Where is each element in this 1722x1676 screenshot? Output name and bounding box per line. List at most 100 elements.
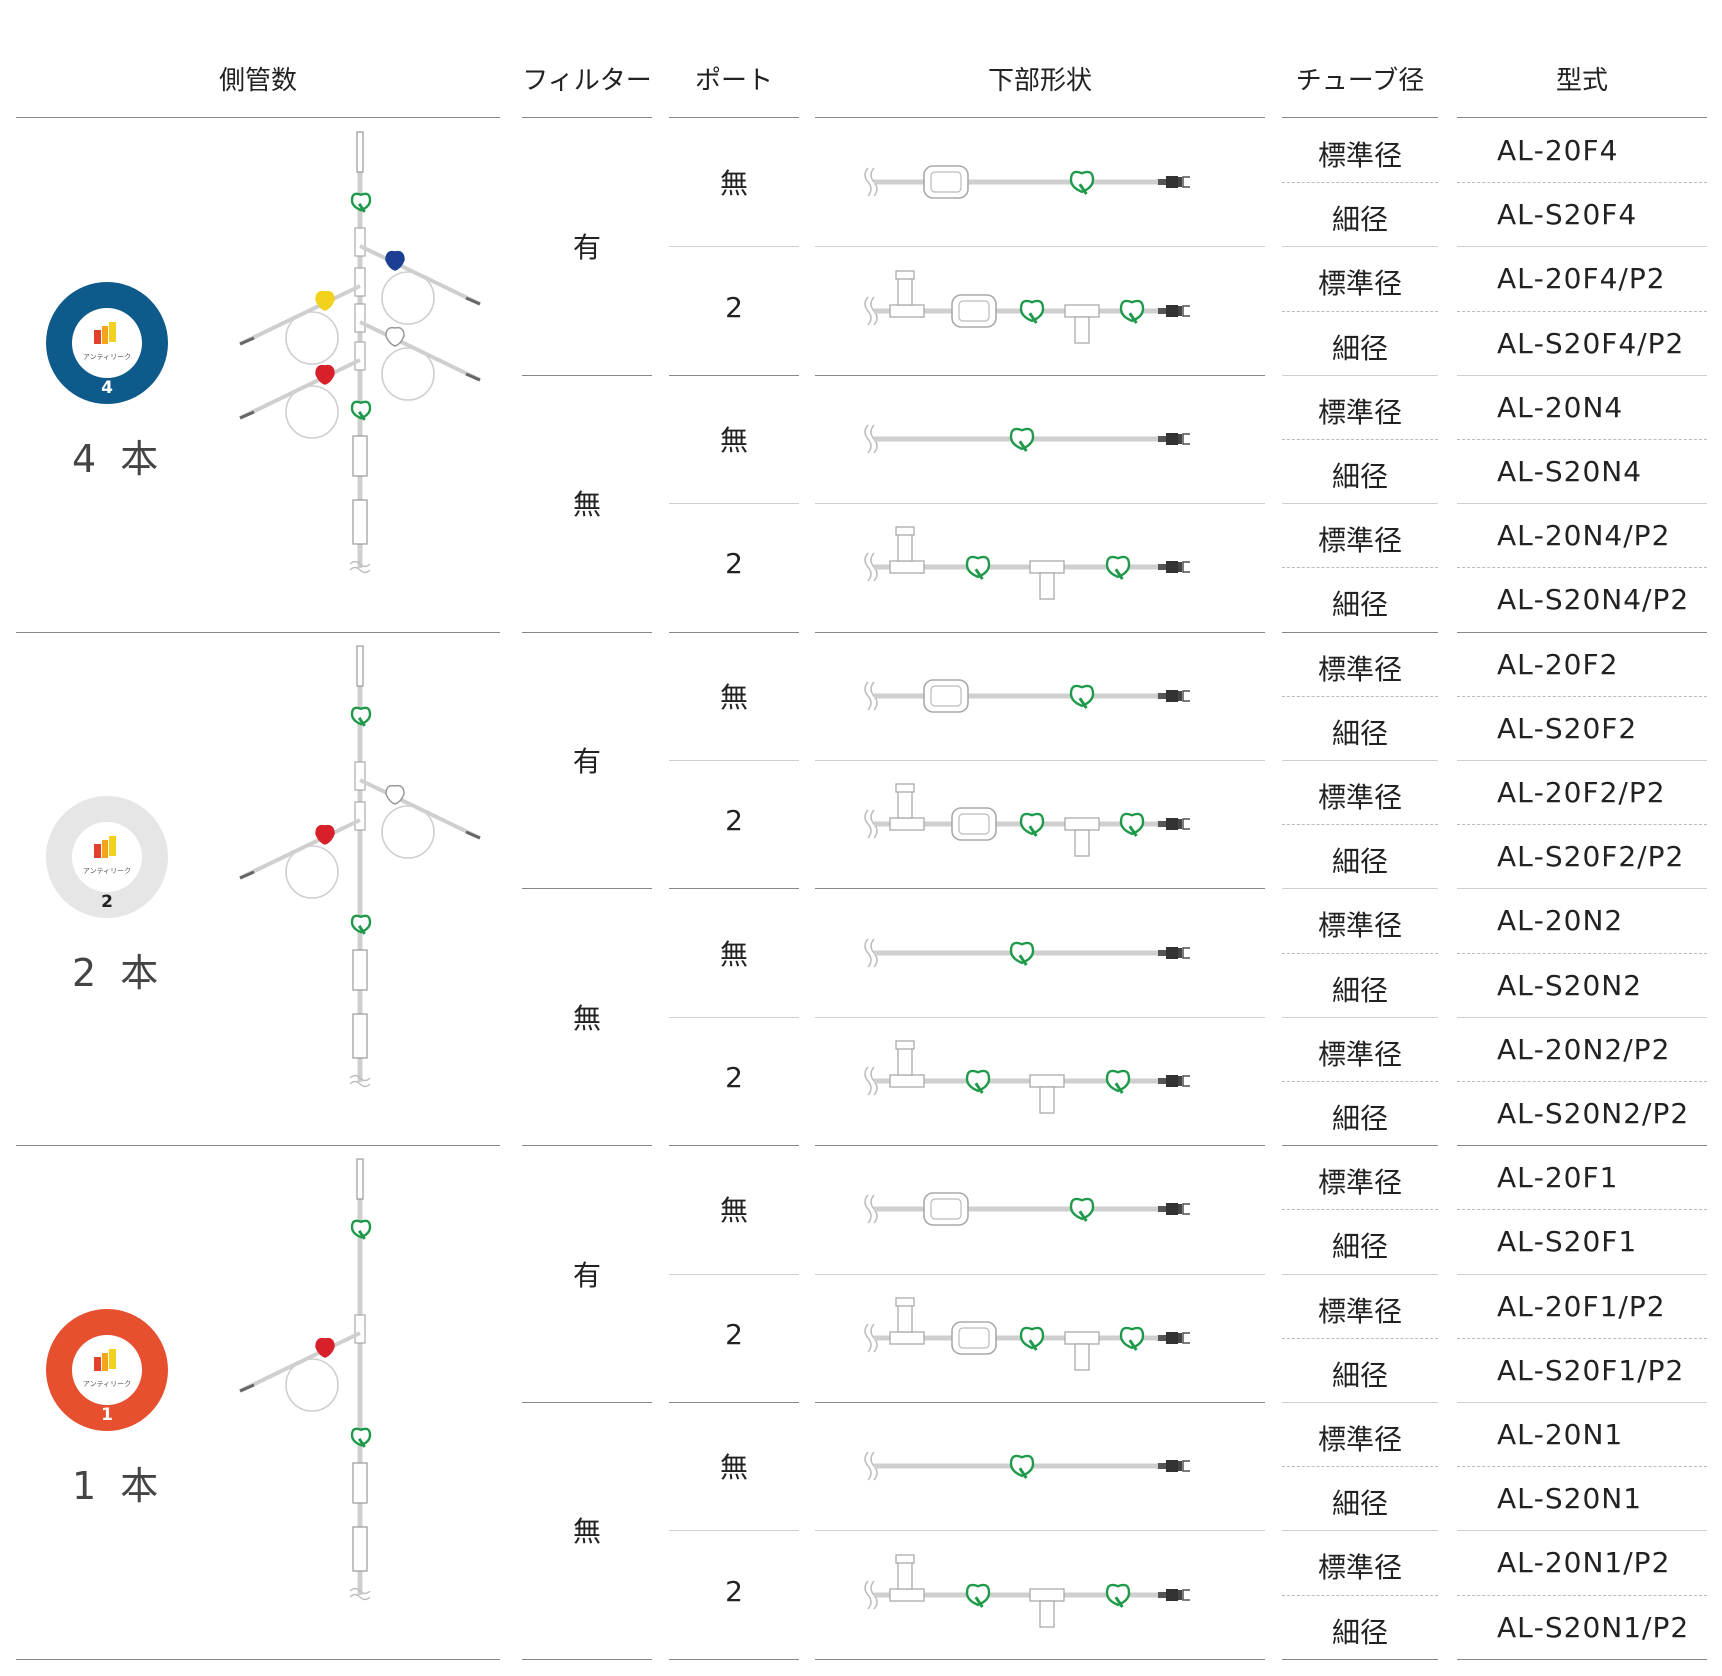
port-divider — [669, 374, 799, 376]
row-divider — [1457, 695, 1707, 697]
luer-connector-icon — [239, 336, 255, 346]
t-port-icon — [1029, 1074, 1065, 1088]
model-number: AL‐S20F1 — [1497, 1225, 1638, 1259]
tube-diameter: 細径 — [1331, 1487, 1388, 1521]
tube-break-icon — [864, 1066, 872, 1096]
connector-icon — [1158, 692, 1166, 699]
port-divider — [669, 1402, 799, 1403]
spike-icon — [356, 644, 364, 687]
row-divider — [1282, 952, 1438, 954]
y-site-icon — [354, 303, 366, 333]
shape-divider — [815, 374, 1265, 376]
header-shape: 下部形状 — [987, 66, 1092, 96]
side-tube-count-badge: アンティリーク 2 — [46, 795, 168, 918]
valve-icon — [350, 706, 372, 725]
tube-diameter: 標準径 — [1317, 909, 1402, 943]
row-divider — [1282, 1273, 1438, 1275]
port-divider — [669, 1016, 799, 1018]
shape-divider — [815, 760, 1265, 761]
valve-icon — [350, 400, 372, 420]
row-divider — [1282, 1145, 1438, 1147]
row-divider — [1282, 1016, 1438, 1018]
tube-diameter: 細径 — [1331, 1230, 1388, 1264]
bottom-shape-diagram — [864, 424, 1190, 454]
filter-value: 有 — [572, 231, 601, 265]
roller-clamp-icon — [352, 499, 368, 545]
group-divider — [522, 1145, 652, 1147]
connector-icon — [1158, 307, 1166, 314]
model-number: AL‐20N1/P2 — [1497, 1546, 1671, 1580]
roller-clamp-icon — [352, 1012, 368, 1059]
header-tube: チューブ径 — [1295, 66, 1425, 96]
valve-icon — [350, 192, 372, 212]
row-divider — [1282, 631, 1438, 633]
shape-divider — [815, 503, 1265, 505]
valve-icon — [1009, 1454, 1035, 1478]
filter-value: 有 — [572, 1258, 601, 1292]
bottom-shape-diagram — [864, 1451, 1190, 1481]
tube-break-icon — [864, 167, 872, 197]
tube-diameter: 標準径 — [1317, 1423, 1402, 1456]
row-divider — [1457, 503, 1707, 505]
clamp-icon — [385, 250, 405, 271]
y-site-icon — [354, 760, 366, 791]
header-filter: フィルター — [522, 66, 652, 96]
tube-diameter: 細径 — [1331, 973, 1388, 1007]
group-divider — [16, 1145, 500, 1147]
roller-clamp-icon — [352, 1526, 368, 1572]
row-divider — [1282, 182, 1438, 184]
t-port-icon — [889, 303, 925, 318]
row-divider — [1457, 1530, 1707, 1532]
valve-icon — [350, 1427, 372, 1447]
bottom-shape-diagram — [864, 1192, 1190, 1227]
model-number: AL‐20N1 — [1497, 1418, 1624, 1451]
group-divider — [16, 1658, 500, 1660]
badge-logo-text: アンティリーク — [82, 1380, 132, 1389]
shape-divider — [815, 1016, 1265, 1018]
valve-icon — [1119, 1326, 1145, 1349]
row-divider — [1457, 1658, 1707, 1660]
tube-diameter: 標準径 — [1317, 1166, 1402, 1200]
clamp-icon — [315, 1338, 335, 1358]
tube-break-icon — [349, 1074, 371, 1087]
tube-diameter: 細径 — [1331, 588, 1388, 622]
connector-icon — [1158, 179, 1166, 186]
row-divider — [1457, 374, 1707, 376]
filter-value: 無 — [572, 488, 601, 522]
connector-icon — [1158, 821, 1166, 828]
model-number: AL‐S20F2/P2 — [1497, 840, 1685, 874]
valve-icon — [1105, 1583, 1131, 1606]
luer-connector-icon — [465, 296, 481, 306]
row-divider — [1457, 888, 1707, 890]
model-number: AL‐20F4/P2 — [1497, 262, 1666, 296]
row-divider — [1282, 888, 1438, 890]
model-number: AL‐S20N2 — [1497, 968, 1643, 1002]
bottom-shape-diagram — [864, 165, 1190, 199]
spike-icon — [356, 1158, 364, 1200]
header-model: 型式 — [1555, 66, 1608, 96]
row-divider — [1282, 1209, 1438, 1211]
row-divider — [1457, 760, 1707, 761]
filter-value: 有 — [572, 745, 601, 778]
row-divider — [1282, 760, 1438, 761]
t-port-icon — [1064, 1331, 1100, 1345]
side-tube-count: 4 本 — [72, 437, 165, 481]
tube-break-icon — [349, 560, 371, 574]
model-number: AL‐S20N1/P2 — [1497, 1610, 1690, 1644]
row-divider — [1282, 246, 1438, 248]
model-number: AL‐S20N4 — [1497, 455, 1643, 488]
infusion-set-diagram — [239, 644, 481, 1087]
filter-value: 無 — [572, 1001, 601, 1035]
drip-chamber-icon — [352, 948, 368, 991]
model-number: AL‐S20F4/P2 — [1497, 326, 1685, 360]
row-divider — [1457, 1466, 1707, 1468]
connector-icon — [1158, 564, 1166, 571]
model-number: AL‐20N4/P2 — [1497, 519, 1671, 553]
port-value: 2 — [725, 804, 743, 838]
badge-number: 2 — [101, 891, 113, 912]
port-divider — [669, 631, 799, 633]
t-port-icon — [1029, 560, 1065, 575]
shape-divider — [815, 1273, 1265, 1275]
tube-diameter: 標準径 — [1317, 652, 1402, 686]
drip-chamber-icon — [352, 1462, 368, 1504]
